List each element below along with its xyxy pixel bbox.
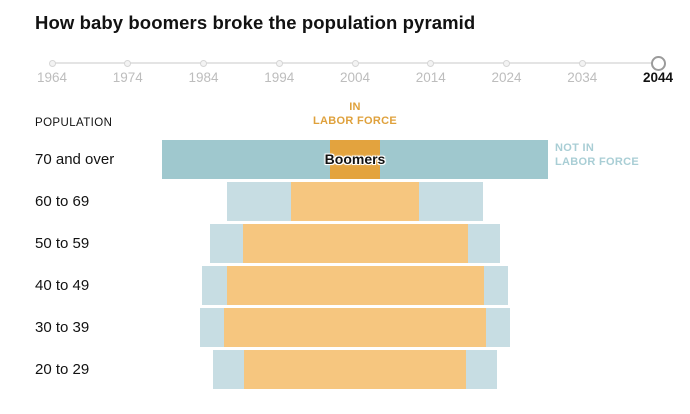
year-label-1994: 1994	[264, 70, 295, 85]
bar-in-labor-40-to-49	[226, 266, 484, 305]
year-label-2024: 2024	[491, 70, 522, 85]
year-label-2014: 2014	[415, 70, 446, 85]
legend-not-in-labor-line2: LABOR FORCE	[555, 155, 639, 168]
bar-total-40-to-49	[202, 266, 508, 305]
row-label-50-to-59: 50 to 59	[35, 235, 90, 252]
bar-total-30-to-39	[200, 308, 510, 347]
row-label-40-to-49: 40 to 49	[35, 277, 90, 294]
legend-in-labor-line1: IN	[349, 101, 361, 113]
bar-total-70-and-over	[162, 140, 548, 179]
bar-in-labor-50-to-59	[242, 224, 468, 263]
year-label-2004: 2004	[339, 70, 371, 85]
slider-tick-2014[interactable]	[427, 59, 435, 67]
slider-tick-2034[interactable]	[578, 59, 586, 67]
slider-tick-2024[interactable]	[503, 59, 510, 67]
slider-tick-2004[interactable]	[351, 59, 359, 67]
page-title: How baby boomers broke the population py…	[35, 12, 476, 33]
population-axis-label: POPULATION	[35, 117, 113, 129]
bar-total-60-to-69	[227, 182, 483, 221]
slider-tick-1964[interactable]	[48, 59, 56, 67]
legend-in-labor-force: IN LABOR FORCE	[255, 101, 455, 128]
bar-in-labor-70-and-over	[330, 140, 380, 179]
row-label-20-to-29: 20 to 29	[35, 361, 90, 378]
year-label-2034: 2034	[567, 70, 598, 85]
row-label-70-and-over: 70 and over	[35, 151, 115, 168]
bar-in-labor-20-to-29	[244, 350, 466, 389]
boomers-annotation: Boomers	[324, 150, 386, 167]
bar-total-50-to-59	[210, 224, 500, 263]
slider-tick-1994[interactable]	[275, 59, 283, 67]
slider-handle[interactable]	[650, 55, 666, 71]
year-label-2044: 2044	[642, 70, 674, 85]
slider-tick-1974[interactable]	[124, 59, 132, 67]
bar-total-20-to-29	[213, 350, 497, 389]
bar-in-labor-30-to-39	[224, 308, 486, 347]
legend-not-in-labor-line1: NOT IN	[555, 142, 595, 154]
year-label-1984: 1984	[188, 70, 219, 85]
legend-not-in-labor-force: NOT IN LABOR FORCE	[555, 142, 675, 169]
slider-tick-1984[interactable]	[200, 59, 207, 67]
year-label-1974: 1974	[112, 70, 143, 85]
bar-in-labor-60-to-69	[291, 182, 419, 221]
year-label-1964: 1964	[36, 70, 68, 85]
row-label-60-to-69: 60 to 69	[35, 193, 90, 210]
legend-in-labor-line2: LABOR FORCE	[313, 114, 397, 127]
row-label-30-to-39: 30 to 39	[35, 319, 90, 336]
